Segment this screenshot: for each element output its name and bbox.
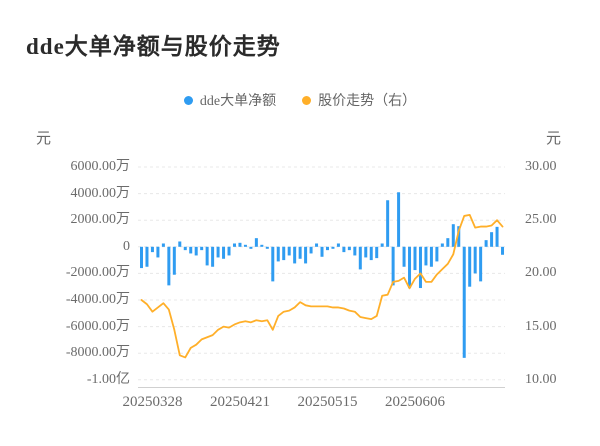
bar[interactable] bbox=[232, 243, 236, 247]
chart-title: dde大单净额与股价走势 bbox=[26, 34, 281, 59]
bar[interactable] bbox=[189, 246, 193, 254]
x-axis-tick: 20250328 bbox=[122, 394, 183, 410]
bar[interactable] bbox=[320, 246, 324, 257]
left-axis-tick: -6000.00万 bbox=[65, 318, 130, 334]
right-axis-tick: 10.00 bbox=[525, 371, 557, 387]
bar[interactable] bbox=[298, 246, 302, 259]
bar[interactable] bbox=[331, 246, 335, 249]
bar[interactable] bbox=[293, 246, 297, 264]
bar[interactable] bbox=[238, 242, 242, 247]
bar[interactable] bbox=[200, 246, 204, 251]
bar[interactable] bbox=[172, 246, 176, 275]
left-axis-tick: 0 bbox=[123, 238, 130, 254]
left-axis-tick: 2000.00万 bbox=[70, 212, 131, 228]
left-axis-tick: -2000.00万 bbox=[65, 265, 130, 281]
bar[interactable] bbox=[446, 238, 450, 247]
left-axis-tick: -4000.00万 bbox=[65, 292, 130, 307]
bar[interactable] bbox=[408, 246, 412, 289]
bar[interactable] bbox=[336, 243, 340, 247]
bar[interactable] bbox=[161, 243, 165, 247]
bar-series-dot-icon bbox=[183, 95, 193, 105]
x-axis-tick: 20250606 bbox=[385, 394, 445, 410]
bar[interactable] bbox=[468, 246, 472, 287]
bar[interactable] bbox=[418, 246, 422, 289]
bar[interactable] bbox=[205, 246, 209, 266]
bar[interactable] bbox=[276, 246, 280, 262]
legend-item-line[interactable]: 股价走势（右） bbox=[302, 90, 416, 110]
bar[interactable] bbox=[227, 246, 231, 256]
legend-item-bar[interactable]: dde大单净额 bbox=[183, 90, 277, 110]
bar[interactable] bbox=[347, 246, 351, 251]
right-axis-tick: 15.00 bbox=[525, 318, 557, 334]
bar[interactable] bbox=[358, 246, 362, 270]
bar[interactable] bbox=[287, 246, 291, 256]
bar[interactable] bbox=[342, 246, 346, 253]
price-line[interactable] bbox=[140, 213, 504, 359]
bar[interactable] bbox=[473, 246, 477, 274]
chart-legend: dde大单净额 股价走势（右） bbox=[0, 90, 600, 110]
bar[interactable] bbox=[364, 246, 368, 258]
bar[interactable] bbox=[271, 246, 275, 282]
bar[interactable] bbox=[222, 246, 226, 259]
bar[interactable] bbox=[309, 246, 313, 254]
bar[interactable] bbox=[140, 246, 143, 269]
bar[interactable] bbox=[260, 244, 264, 247]
right-axis-tick: 30.00 bbox=[525, 159, 557, 174]
bar[interactable] bbox=[479, 246, 483, 282]
left-axis-tick: 6000.00万 bbox=[70, 159, 131, 174]
line-series-dot-icon bbox=[302, 95, 312, 105]
legend-label: dde大单净额 bbox=[199, 94, 277, 109]
left-axis-tick: -8000.00万 bbox=[65, 345, 130, 361]
bar[interactable] bbox=[413, 246, 417, 271]
bar[interactable] bbox=[156, 246, 160, 258]
bar[interactable] bbox=[369, 246, 373, 261]
x-axis-tick: 20250421 bbox=[209, 394, 270, 410]
bar[interactable] bbox=[194, 246, 198, 256]
bar[interactable] bbox=[391, 246, 395, 286]
bar[interactable] bbox=[249, 246, 253, 249]
left-axis-tick: 4000.00万 bbox=[70, 185, 131, 201]
bar[interactable] bbox=[440, 243, 444, 247]
bar[interactable] bbox=[353, 246, 357, 256]
bar[interactable] bbox=[304, 246, 308, 264]
bar[interactable] bbox=[435, 246, 439, 262]
bar[interactable] bbox=[325, 246, 329, 251]
bar[interactable] bbox=[183, 246, 187, 251]
bar[interactable] bbox=[462, 246, 466, 358]
bar[interactable] bbox=[315, 243, 319, 247]
bar[interactable] bbox=[167, 246, 171, 286]
left-axis-tick: -1.00亿 bbox=[86, 371, 130, 387]
bar[interactable] bbox=[265, 246, 269, 249]
bar[interactable] bbox=[397, 192, 401, 247]
right-axis-tick: 25.00 bbox=[525, 212, 557, 228]
bar[interactable] bbox=[457, 226, 461, 247]
bar[interactable] bbox=[429, 246, 433, 267]
bar[interactable] bbox=[386, 200, 390, 247]
bar[interactable] bbox=[484, 240, 488, 247]
bar[interactable] bbox=[282, 246, 286, 261]
bar[interactable] bbox=[495, 226, 499, 247]
right-axis-tick: 20.00 bbox=[525, 265, 557, 281]
left-axis-unit: 元 bbox=[36, 131, 52, 147]
bar[interactable] bbox=[145, 246, 149, 267]
legend-label: 股价走势（右） bbox=[318, 94, 417, 109]
bar[interactable] bbox=[211, 246, 215, 267]
bar[interactable] bbox=[451, 224, 455, 247]
bar[interactable] bbox=[254, 238, 258, 247]
bar[interactable] bbox=[375, 246, 379, 259]
bar[interactable] bbox=[216, 246, 220, 258]
x-axis-tick: 20250515 bbox=[297, 394, 358, 410]
bar[interactable] bbox=[402, 246, 406, 267]
bar[interactable] bbox=[150, 246, 154, 253]
right-axis-unit: 元 bbox=[546, 131, 562, 147]
bar[interactable] bbox=[424, 246, 428, 266]
bar[interactable] bbox=[501, 246, 505, 255]
bar[interactable] bbox=[178, 241, 182, 247]
bar[interactable] bbox=[380, 243, 384, 247]
bar[interactable] bbox=[490, 232, 494, 247]
bar[interactable] bbox=[243, 244, 247, 247]
